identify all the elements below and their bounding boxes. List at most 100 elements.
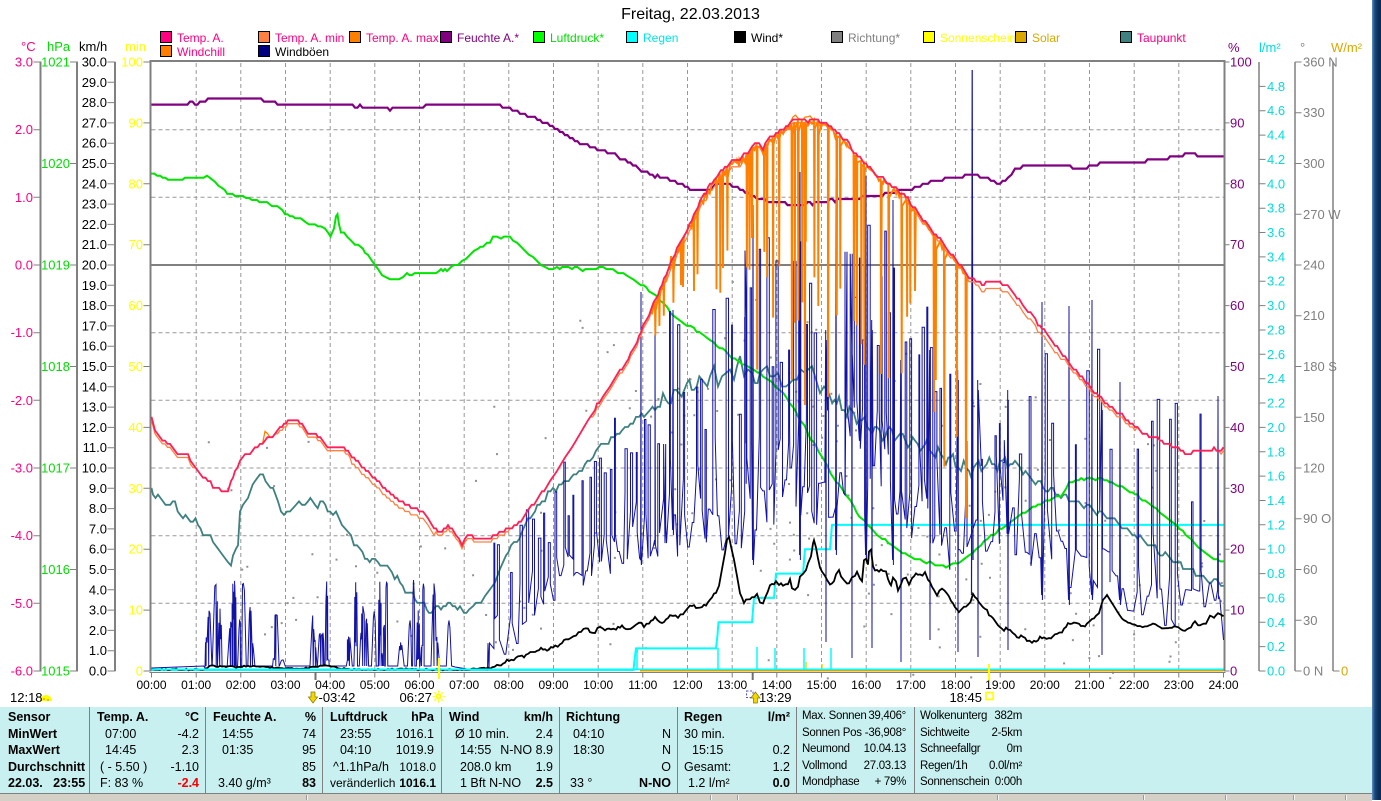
svg-text:60: 60 <box>129 298 143 313</box>
svg-text:24:00: 24:00 <box>1208 678 1238 692</box>
svg-text:21.0: 21.0 <box>82 237 107 252</box>
svg-text:10: 10 <box>1230 603 1244 618</box>
svg-text:3.6: 3.6 <box>1267 225 1285 240</box>
svg-text:1.0: 1.0 <box>89 643 107 658</box>
svg-text:-3.0: -3.0 <box>11 461 33 476</box>
svg-text:16.0: 16.0 <box>82 339 107 354</box>
svg-text:270 W: 270 W <box>1303 207 1341 222</box>
svg-text:°C: °C <box>21 39 36 54</box>
svg-text:23.0: 23.0 <box>82 197 107 212</box>
svg-text:0: 0 <box>136 664 143 679</box>
svg-text:18.0: 18.0 <box>82 298 107 313</box>
svg-text:1.0: 1.0 <box>1267 542 1285 557</box>
svg-text:14:00: 14:00 <box>762 678 792 692</box>
svg-text:15.0: 15.0 <box>82 359 107 374</box>
svg-text:20.0: 20.0 <box>82 258 107 273</box>
svg-text:210: 210 <box>1303 308 1325 323</box>
svg-text:08:00: 08:00 <box>494 678 524 692</box>
svg-text:11.0: 11.0 <box>83 440 107 455</box>
svg-text:0.8: 0.8 <box>1267 566 1285 581</box>
svg-text:1.4: 1.4 <box>1267 493 1285 508</box>
svg-text:50: 50 <box>129 359 143 374</box>
svg-text:15:00: 15:00 <box>806 678 836 692</box>
svg-text:17:00: 17:00 <box>896 678 926 692</box>
svg-text:4.2: 4.2 <box>1267 152 1285 167</box>
svg-text:05:00: 05:00 <box>360 678 390 692</box>
svg-text:13:29: 13:29 <box>759 690 792 705</box>
svg-text:-6.0: -6.0 <box>11 664 33 679</box>
svg-text:30: 30 <box>1230 481 1244 496</box>
svg-text:-03:42: -03:42 <box>319 690 356 705</box>
svg-text:100: 100 <box>1230 55 1252 70</box>
svg-text:120: 120 <box>1303 461 1325 476</box>
svg-text:240: 240 <box>1303 258 1325 273</box>
svg-text:0 N: 0 N <box>1303 664 1323 679</box>
svg-text:4.6: 4.6 <box>1267 103 1285 118</box>
svg-text:19.0: 19.0 <box>82 278 107 293</box>
svg-text:6.0: 6.0 <box>89 542 107 557</box>
svg-text:16:00: 16:00 <box>851 678 881 692</box>
svg-text:W/m²: W/m² <box>1331 40 1363 55</box>
svg-text:21:00: 21:00 <box>1074 678 1104 692</box>
svg-text:2.4: 2.4 <box>1267 371 1285 386</box>
svg-text:1.8: 1.8 <box>1267 444 1285 459</box>
svg-text:°: ° <box>1300 40 1305 55</box>
svg-text:23:00: 23:00 <box>1164 678 1194 692</box>
svg-text:13.0: 13.0 <box>82 400 107 415</box>
svg-text:10.0: 10.0 <box>82 461 107 476</box>
svg-text:hPa: hPa <box>47 39 71 54</box>
svg-text:20: 20 <box>129 542 143 557</box>
svg-text:00:00: 00:00 <box>136 678 166 692</box>
svg-text:06:27: 06:27 <box>399 690 432 705</box>
svg-text:30: 30 <box>129 481 143 496</box>
svg-text:28.0: 28.0 <box>82 95 107 110</box>
svg-text:2.8: 2.8 <box>1267 323 1285 338</box>
svg-text:22.0: 22.0 <box>82 217 107 232</box>
svg-text:3.8: 3.8 <box>1267 201 1285 216</box>
svg-text:18:45: 18:45 <box>949 690 982 705</box>
svg-text:4.0: 4.0 <box>89 582 107 597</box>
svg-text:0.0: 0.0 <box>89 664 107 679</box>
svg-text:7.0: 7.0 <box>89 521 107 536</box>
svg-text:-1.0: -1.0 <box>11 325 33 340</box>
svg-text:18:00: 18:00 <box>940 678 970 692</box>
svg-text:8.0: 8.0 <box>89 501 107 516</box>
svg-text:14.0: 14.0 <box>82 379 107 394</box>
svg-text:2.0: 2.0 <box>15 122 33 137</box>
svg-text:10: 10 <box>129 603 143 618</box>
svg-text:180 S: 180 S <box>1303 359 1337 374</box>
svg-text:0.4: 0.4 <box>1267 615 1285 630</box>
svg-text:1017: 1017 <box>41 461 70 476</box>
svg-text:-2.0: -2.0 <box>11 393 33 408</box>
svg-text:4.0: 4.0 <box>1267 176 1285 191</box>
svg-text:330: 330 <box>1303 105 1325 120</box>
svg-text:03:00: 03:00 <box>270 678 300 692</box>
svg-text:0.6: 0.6 <box>1267 590 1285 605</box>
svg-text:1015: 1015 <box>41 664 70 679</box>
svg-text:-4.0: -4.0 <box>11 528 33 543</box>
svg-text:4.8: 4.8 <box>1267 79 1285 94</box>
svg-text:29.0: 29.0 <box>82 75 107 90</box>
svg-text:12:00: 12:00 <box>672 678 702 692</box>
svg-text:2.6: 2.6 <box>1267 347 1285 362</box>
svg-text:26.0: 26.0 <box>82 136 107 151</box>
svg-text:100: 100 <box>121 55 143 70</box>
svg-text:l/m²: l/m² <box>1259 40 1281 55</box>
svg-text:13:00: 13:00 <box>717 678 747 692</box>
svg-text:%: % <box>1228 40 1240 55</box>
svg-text:2.2: 2.2 <box>1267 396 1285 411</box>
svg-text:3.2: 3.2 <box>1267 274 1285 289</box>
svg-text:360 N: 360 N <box>1303 55 1338 70</box>
svg-text:3.4: 3.4 <box>1267 249 1285 264</box>
svg-text:0.0: 0.0 <box>15 258 33 273</box>
svg-text:70: 70 <box>1230 237 1244 252</box>
svg-text:01:00: 01:00 <box>181 678 211 692</box>
svg-text:90: 90 <box>1230 115 1244 130</box>
svg-text:20:00: 20:00 <box>1030 678 1060 692</box>
svg-text:20: 20 <box>1230 542 1244 557</box>
svg-text:80: 80 <box>1230 176 1244 191</box>
svg-text:0.2: 0.2 <box>1267 639 1285 654</box>
svg-text:3.0: 3.0 <box>1267 298 1285 313</box>
svg-text:0.0: 0.0 <box>1267 664 1285 679</box>
svg-text:0: 0 <box>1341 664 1348 679</box>
